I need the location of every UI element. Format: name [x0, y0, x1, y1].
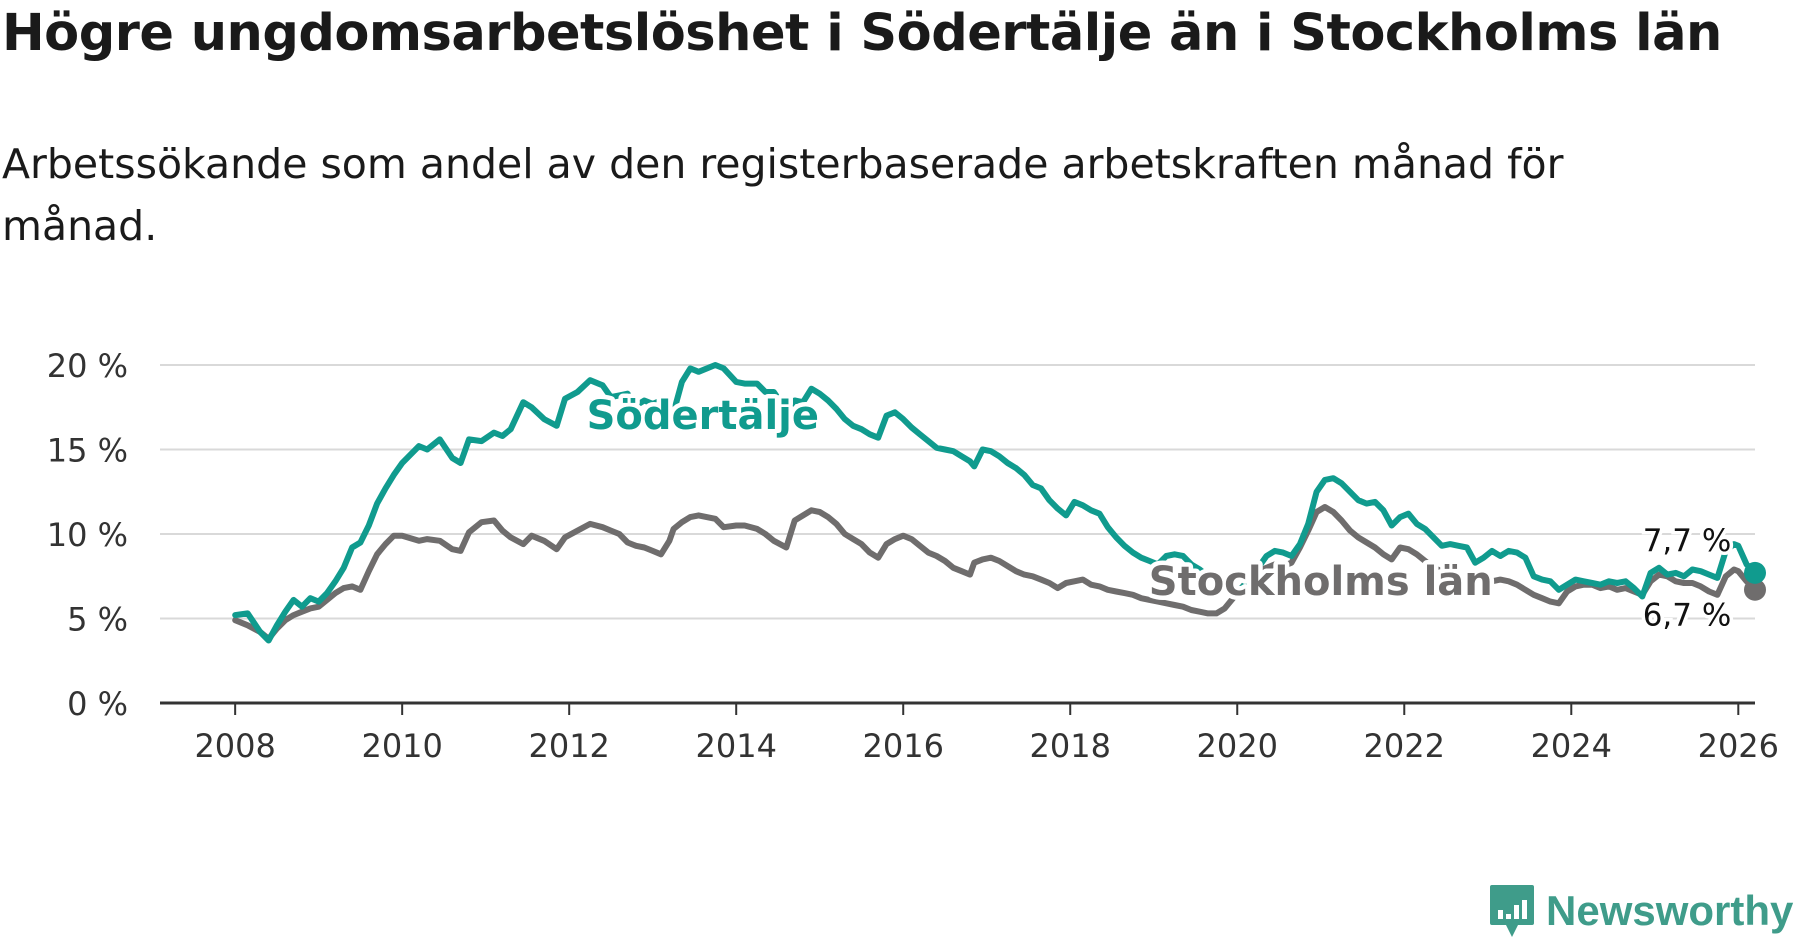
gridlines — [160, 364, 1755, 620]
newsworthy-logo: Newsworthy — [1488, 883, 1793, 939]
x-axis-ticks: 2008 2010 2012 2014 2016 2018 2020 2022 2024 2026 — [194, 703, 1779, 765]
series-lines — [232, 362, 1766, 644]
x-tick-label-2014: 2014 — [695, 727, 776, 765]
x-tick-label-2022: 2022 — [1364, 727, 1445, 765]
y-tick-label-10: 10 % — [47, 516, 128, 554]
chart-title: Högre ungdomsarbetslöshet i Södertälje ä… — [2, 4, 1722, 63]
end-label-sodertalje: 7,7 % — [1643, 523, 1732, 559]
end-label-stockholms-lan: 6,7 % — [1643, 597, 1732, 633]
x-tick-label-2018: 2018 — [1030, 727, 1111, 765]
series-label-sodertalje: Södertälje — [587, 393, 819, 439]
x-tick-label-2008: 2008 — [194, 727, 275, 765]
x-tick-label-2010: 2010 — [361, 727, 442, 765]
end-point-sodertalje — [1744, 561, 1766, 584]
x-tick-label-2024: 2024 — [1531, 727, 1612, 765]
y-tick-label-5: 5 % — [67, 601, 128, 639]
series-line-sodertalje — [232, 362, 1758, 644]
x-tick-label-2016: 2016 — [863, 727, 944, 765]
series-line-stockholms-lan — [232, 504, 1758, 642]
newsworthy-logo-icon — [1490, 885, 1534, 937]
end-point-stockholms-lan — [1744, 578, 1766, 601]
y-tick-label-20: 20 % — [47, 347, 128, 385]
series-labels: Södertälje Stockholms län 7,7 % 6,7 % — [582, 389, 1735, 637]
y-tick-label-0: 0 % — [67, 685, 128, 723]
chart-subtitle: Arbetssökande som andel av den registerb… — [2, 140, 1564, 250]
x-tick-label-2020: 2020 — [1197, 727, 1278, 765]
x-tick-label-2026: 2026 — [1698, 727, 1779, 765]
series-label-stockholms-lan: Stockholms län — [1149, 559, 1493, 605]
brand-name: Newsworthy — [1546, 887, 1794, 934]
y-axis-ticks: 0 % 5 % 10 % 15 % 20 % — [47, 347, 128, 723]
x-tick-label-2012: 2012 — [528, 727, 609, 765]
y-tick-label-15: 15 % — [47, 432, 128, 470]
